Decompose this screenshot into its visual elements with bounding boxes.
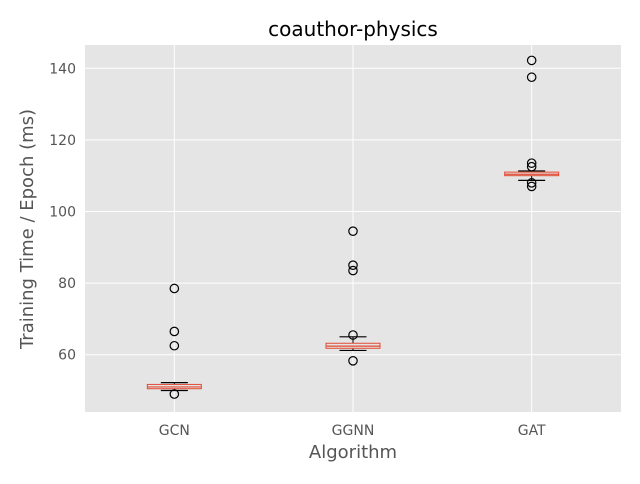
y-tick-label: 100 <box>49 204 76 220</box>
y-tick-label: 120 <box>49 133 76 149</box>
outlier-point <box>169 326 180 337</box>
outlier-point <box>169 283 180 294</box>
outlier-point <box>526 72 537 83</box>
x-tick-label: GGNN <box>332 423 375 439</box>
box-gcn <box>146 283 202 399</box>
outlier-point <box>348 330 358 340</box>
outlier-point <box>526 161 537 172</box>
chart-title: coauthor-physics <box>268 17 438 41</box>
outlier-point <box>348 260 358 270</box>
y-tick-labels: 60 80 100 120 140 <box>49 61 76 363</box>
outlier-point <box>526 158 537 168</box>
y-axis-label: Training Time / Epoch (ms) <box>17 109 38 350</box>
x-axis-label: Algorithm <box>309 442 397 463</box>
x-tick-labels: GCN GGNN GAT <box>159 423 546 439</box>
y-tick-label: 140 <box>49 61 76 77</box>
boxes-group <box>146 55 560 399</box>
outlier-point <box>348 355 358 366</box>
x-tick-label: GCN <box>159 423 190 439</box>
y-tick-label: 60 <box>58 348 76 364</box>
box-gat <box>504 55 560 192</box>
box-ggnn <box>325 226 381 366</box>
outlier-point <box>169 340 180 351</box>
outlier-point <box>526 181 537 192</box>
y-tick-label: 80 <box>58 276 76 292</box>
outlier-point <box>169 389 180 399</box>
outlier-point <box>526 178 537 188</box>
outlier-point <box>526 55 537 66</box>
outlier-point <box>348 265 358 276</box>
x-tick-label: GAT <box>518 423 546 439</box>
outlier-point <box>348 226 358 236</box>
